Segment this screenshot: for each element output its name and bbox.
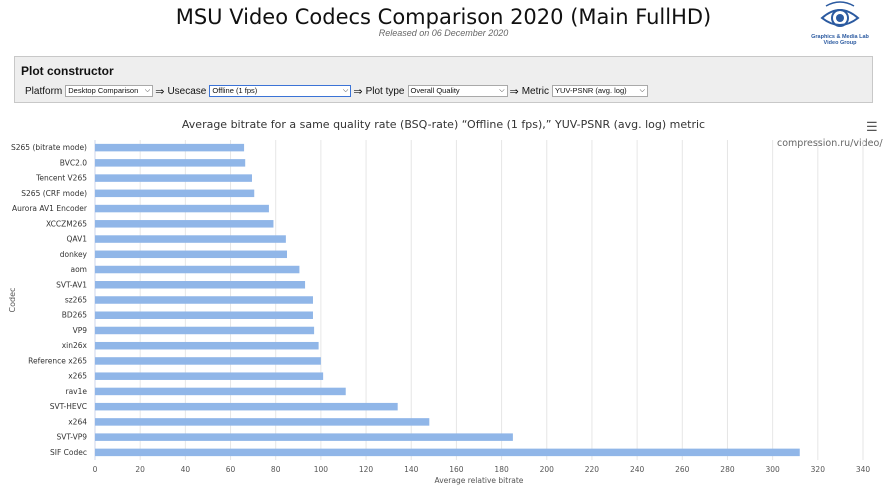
bar[interactable] — [95, 235, 286, 243]
chevron-down-icon: ⌵ — [499, 87, 505, 94]
logo-text-line1: Graphics & Media Lab — [811, 34, 869, 40]
metric-select[interactable]: YUV-PSNR (avg. log) ⌵ — [551, 85, 648, 97]
x-tick-label: 140 — [404, 465, 419, 474]
bar[interactable] — [95, 357, 321, 365]
category-label: x265 — [68, 372, 87, 381]
x-tick-label: 160 — [449, 465, 464, 474]
plot-type-label: Plot type — [365, 85, 405, 97]
x-tick-label: 300 — [765, 465, 780, 474]
category-label: BVC2.0 — [60, 158, 87, 167]
bar-chart: 0 20 40 60 80 100 120 140 160 180 200 220 240 260 280 3… — [8, 140, 871, 485]
bar[interactable] — [95, 281, 306, 289]
page-subtitle: Released on 06 December 2020 — [378, 28, 509, 38]
category-label: SVT-AV1 — [56, 280, 87, 289]
bar[interactable] — [95, 174, 252, 182]
bar[interactable] — [95, 204, 269, 213]
category-label: BD265 — [62, 311, 87, 320]
bar[interactable] — [95, 311, 313, 319]
platform-label: Platform — [25, 85, 63, 97]
category-label: S265 (bitrate mode) — [11, 143, 87, 152]
x-tick-label: 280 — [720, 465, 735, 474]
plot-constructor-controls: Platform Desktop Comparison ⌵ ⇒ Usecase … — [25, 84, 648, 98]
arrow-right-icon: ⇒ — [509, 85, 519, 98]
lab-logo[interactable]: Graphics & Media Lab Video Group — [808, 0, 872, 52]
category-label: aom — [71, 265, 88, 274]
plot-type-select[interactable]: Overall Quality ⌵ — [407, 85, 508, 97]
platform-select[interactable]: Desktop Comparison ⌵ — [65, 85, 154, 97]
x-tick-label: 80 — [271, 465, 281, 474]
x-tick-label: 200 — [540, 465, 555, 474]
x-tick-label: 40 — [181, 465, 191, 474]
chevron-down-icon: ⌵ — [343, 87, 349, 94]
page-title: MSU Video Codecs Comparison 2020 (Main F… — [175, 5, 712, 29]
bar[interactable] — [95, 418, 430, 426]
x-tick-label: 0 — [93, 465, 98, 474]
x-tick-label: 260 — [675, 465, 690, 474]
x-tick-label: 240 — [630, 465, 645, 474]
chevron-down-icon: ⌵ — [639, 87, 645, 94]
bar[interactable] — [95, 372, 324, 380]
bar[interactable] — [95, 433, 513, 441]
category-label: S265 (CRF mode) — [21, 189, 87, 198]
x-tick-label: 120 — [359, 465, 374, 474]
bar[interactable] — [95, 448, 800, 457]
category-label: Reference x265 — [28, 356, 87, 365]
plot-type-select-value: Overall Quality — [410, 86, 460, 95]
category-label: VP9 — [73, 326, 88, 335]
bar[interactable] — [95, 326, 315, 335]
category-label: Aurora AV1 Encoder — [12, 204, 88, 213]
x-axis-label: Average relative bitrate — [435, 476, 524, 485]
bar[interactable] — [95, 159, 246, 167]
chevron-down-icon: ⌵ — [144, 87, 151, 94]
metric-label: Metric — [521, 85, 549, 97]
bar[interactable] — [95, 402, 398, 411]
y-axis-label: Codec — [8, 288, 17, 313]
category-label: rav1e — [65, 387, 87, 396]
bar[interactable] — [95, 220, 274, 228]
category-label: SIF Codec — [50, 448, 87, 457]
bar[interactable] — [95, 265, 300, 274]
bar[interactable] — [95, 143, 245, 152]
x-tick-label: 100 — [314, 465, 329, 474]
category-label: SVT-VP9 — [57, 433, 88, 442]
usecase-select[interactable]: Offline (1 fps) ⌵ — [209, 85, 352, 97]
arrow-right-icon: ⇒ — [353, 85, 363, 98]
category-label: XCCZM265 — [46, 219, 87, 228]
x-tick-label: 60 — [226, 465, 236, 474]
chart-title: Average bitrate for a same quality rate … — [181, 118, 706, 131]
category-label: x264 — [68, 417, 87, 426]
bar[interactable] — [95, 341, 319, 350]
x-tick-label: 340 — [856, 465, 871, 474]
platform-select-value: Desktop Comparison — [68, 86, 139, 95]
x-tick-label: 320 — [811, 465, 826, 474]
category-label: SVT-HEVC — [50, 402, 87, 411]
logo-text-line2: Video Group — [823, 40, 857, 46]
eye-logo-icon — [820, 1, 860, 27]
x-tick-label: 180 — [494, 465, 509, 474]
usecase-label: Usecase — [167, 85, 207, 97]
x-tick-label: 220 — [585, 465, 600, 474]
category-label: donkey — [60, 250, 88, 259]
bar[interactable] — [95, 296, 313, 304]
x-tick-label: 20 — [135, 465, 145, 474]
category-label: Tencent V265 — [35, 174, 87, 183]
bar[interactable] — [95, 250, 287, 259]
category-label: xin26x — [62, 341, 88, 350]
plot-constructor-title: Plot constructor — [21, 64, 114, 78]
plot-constructor-panel: Plot constructor Platform Desktop Compar… — [14, 56, 873, 103]
metric-select-value: YUV-PSNR (avg. log) — [554, 86, 627, 95]
chart-menu-icon[interactable]: ☰ — [866, 119, 878, 134]
category-label: QAV1 — [67, 235, 88, 244]
bar[interactable] — [95, 387, 346, 396]
category-label: sz265 — [65, 296, 87, 305]
chart-credits-link[interactable]: compression.ru/video/ — [777, 138, 883, 149]
arrow-right-icon: ⇒ — [155, 85, 165, 98]
usecase-select-value: Offline (1 fps) — [212, 86, 258, 95]
bar[interactable] — [95, 189, 255, 198]
